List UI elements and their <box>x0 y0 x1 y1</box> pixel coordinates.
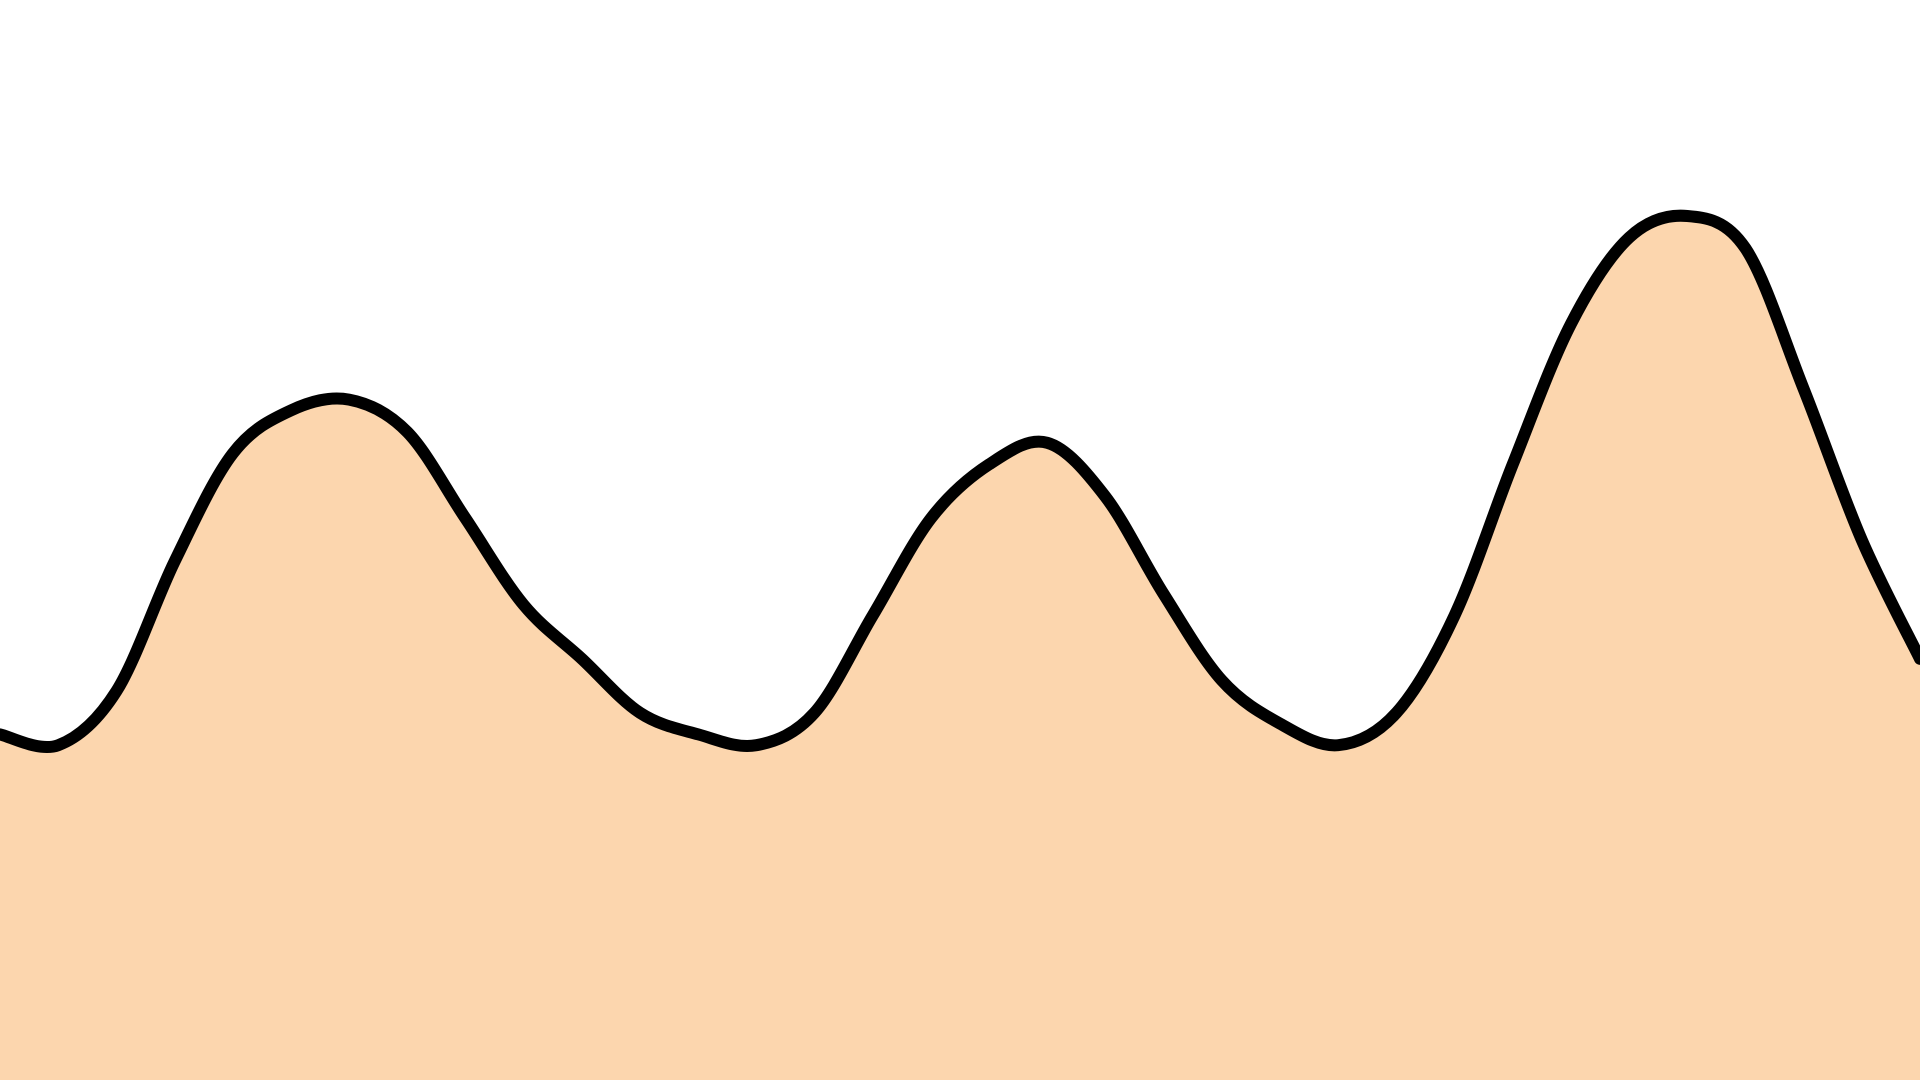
terrain-area-fill <box>0 215 1920 1080</box>
terrain-ridge-line <box>0 209 1920 753</box>
